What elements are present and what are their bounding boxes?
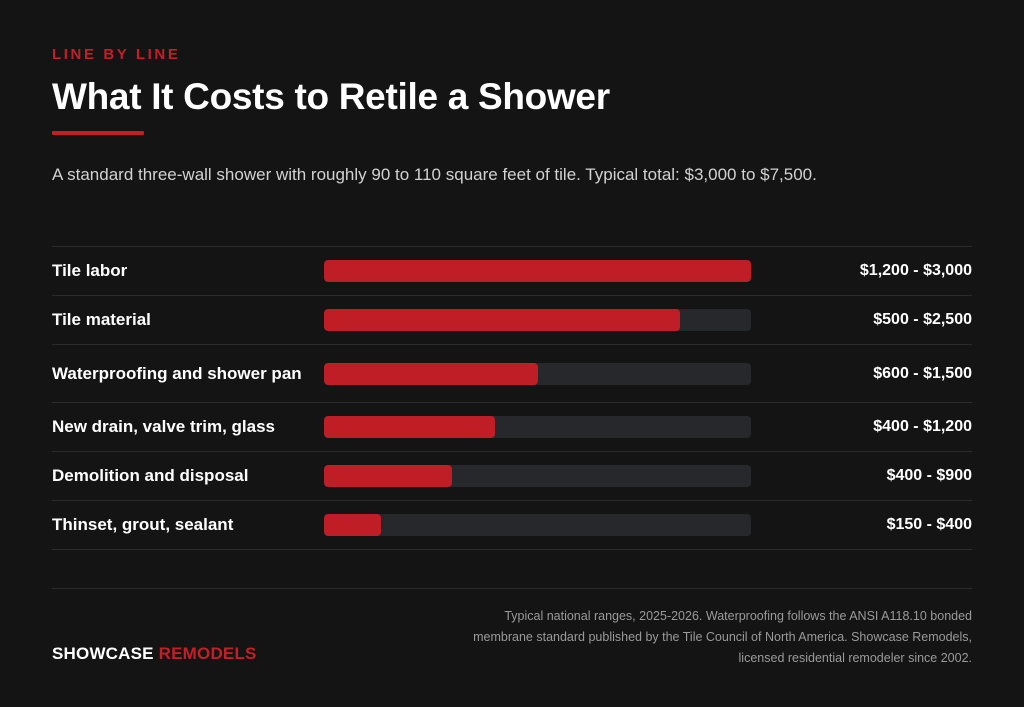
cost-bar-chart: Tile labor $1,200 - $3,000 Tile material $5… <box>52 246 972 550</box>
category-label: Thinset, grout, sealant <box>52 515 234 534</box>
range-label: $400 - $1,200 <box>873 418 972 435</box>
infographic-card: LINE BY LINE What It Costs to Retile a S… <box>52 0 972 707</box>
bar-track <box>324 514 751 536</box>
brand-primary: SHOWCASE <box>52 644 154 663</box>
chart-row: Tile labor $1,200 - $3,000 <box>52 247 972 296</box>
range-label: $150 - $400 <box>886 516 972 533</box>
range-label: $1,200 - $3,000 <box>859 262 972 279</box>
bar-fill <box>324 465 453 487</box>
category-label: Tile material <box>52 310 151 329</box>
chart-row: Thinset, grout, sealant $150 - $400 <box>52 501 972 550</box>
category-label: New drain, valve trim, glass <box>52 417 275 436</box>
bar-fill <box>324 514 381 536</box>
bar-fill <box>324 309 680 331</box>
category-label: Demolition and disposal <box>52 466 249 485</box>
brand-logo: SHOWCASE REMODELS <box>52 644 257 664</box>
footer-note: Typical national ranges, 2025-2026. Wate… <box>473 609 972 665</box>
bar-track <box>324 465 751 487</box>
bar-fill <box>324 416 495 438</box>
chart-row: New drain, valve trim, glass $400 - $1,20… <box>52 403 972 452</box>
chart-row: Waterproofing and shower pan $600 - $1,50… <box>52 345 972 403</box>
range-label: $500 - $2,500 <box>873 311 972 328</box>
bar-track <box>324 309 751 331</box>
brand-secondary: REMODELS <box>158 644 257 663</box>
category-label: Tile labor <box>52 261 128 280</box>
range-label: $400 - $900 <box>886 467 972 484</box>
bar-fill <box>324 260 751 282</box>
chart-row: Tile material $500 - $2,500 <box>52 296 972 345</box>
bar-track <box>324 416 751 438</box>
chart-row: Demolition and disposal $400 - $900 <box>52 452 972 501</box>
subtitle: A standard three-wall shower with roughl… <box>52 165 817 184</box>
bar-fill <box>324 362 538 385</box>
bar-track <box>324 362 751 385</box>
eyebrow-label: LINE BY LINE <box>52 46 181 63</box>
footer-divider <box>52 588 972 589</box>
page-title: What It Costs to Retile a Shower <box>52 76 610 117</box>
bar-track <box>324 260 751 282</box>
title-accent-rule <box>52 131 144 135</box>
range-label: $600 - $1,500 <box>873 364 972 382</box>
category-label: Waterproofing and shower pan <box>52 363 302 383</box>
